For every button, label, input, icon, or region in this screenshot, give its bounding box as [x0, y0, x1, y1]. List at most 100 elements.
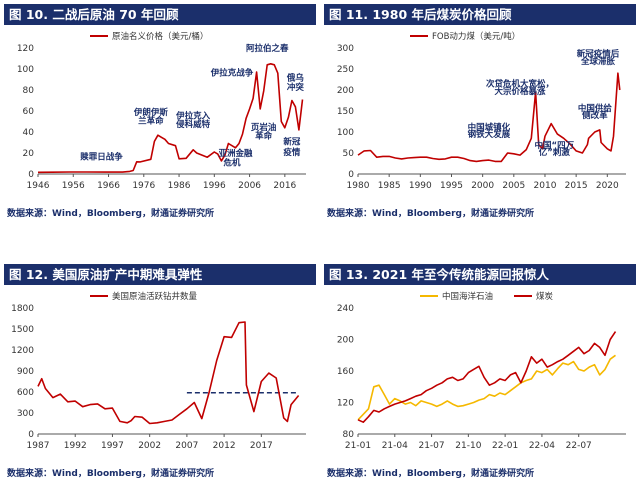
annotation-label: 兰革命: [138, 116, 164, 127]
y-tick-label: 0: [348, 170, 354, 180]
chart-fig10: 0 20 40 60 80 100 120 1946 1956 1966 1976 1986 1996 2…: [17, 31, 306, 191]
x-tick-label: 2000: [471, 181, 494, 191]
source-note: 数据来源：Wind，Bloomberg，财通证券研究所: [327, 469, 534, 479]
y-tick-label: 200: [337, 336, 354, 346]
x-tick-label: 2005: [502, 181, 525, 191]
annotation-label: 新冠疫情后: [577, 48, 620, 59]
x-tick-label: 2020: [596, 181, 619, 191]
chart-title: 图 13. 2021 年至今传统能源回报惊人: [324, 264, 636, 285]
x-tick-label: 2006: [238, 181, 261, 191]
x-tick-label: 1976: [132, 181, 155, 191]
y-tick-label: 160: [337, 367, 354, 377]
annotation-label: 全球滞胀: [580, 56, 616, 67]
y-tick-label: 0: [28, 430, 34, 440]
y-tick-label: 1500: [11, 325, 34, 335]
y-tick-label: 300: [337, 44, 354, 54]
x-tick-label: 2007: [175, 441, 198, 451]
legend-label: 中国海洋石油: [442, 291, 493, 302]
x-tick-label: 2015: [565, 181, 588, 191]
x-tick-label: 1946: [27, 181, 50, 191]
annotation-label: 大宗价格暴涨: [495, 86, 547, 97]
x-tick-label: 2017: [250, 441, 273, 451]
annotation-label: 疫情: [283, 147, 301, 158]
x-tick-label: 2012: [213, 441, 236, 451]
y-tick-label: 150: [337, 107, 354, 117]
annotation-label: 冲突: [287, 82, 305, 93]
y-tick-label: 20: [23, 149, 35, 159]
y-tick-label: 900: [17, 367, 34, 377]
series-line: [357, 354, 616, 421]
y-tick-label: 300: [17, 409, 34, 419]
series-line: [357, 72, 621, 163]
annotation-label: 新冠: [283, 137, 301, 148]
annotation-label: 伊拉克战争: [210, 67, 254, 78]
annotation-label: 侵科威特: [175, 119, 211, 130]
annotation-label: 俄乌: [286, 73, 304, 84]
x-tick-label: 1986: [168, 181, 191, 191]
annotation-label: 中国“四万: [535, 140, 575, 151]
annotation-label: 中国供给: [578, 103, 613, 114]
y-tick-label: 40: [23, 128, 35, 138]
chart-fig12: 0 300 600 900 1200 1500 1800 1987 1992 1997 2002 20…: [11, 291, 306, 451]
x-tick-label: 1990: [409, 181, 432, 191]
chart-title: 图 11. 1980 年后煤炭价格回顾: [324, 4, 636, 25]
annotation-label: 亿”刺激: [539, 147, 571, 158]
y-tick-label: 120: [17, 44, 34, 54]
annotation-label: 中国城镇化: [468, 122, 511, 133]
series-line: [357, 331, 617, 423]
x-tick-label: 2010: [534, 181, 557, 191]
chart-fig13: 80 120 160 200 240 21-01 21-04 21-07 21-10 22-01 2…: [337, 291, 626, 451]
y-tick-label: 1800: [11, 304, 34, 314]
x-tick-label: 21-01: [345, 441, 371, 451]
y-tick-label: 80: [23, 86, 35, 96]
y-tick-label: 100: [17, 65, 34, 75]
series-line: [37, 62, 304, 174]
y-tick-label: 250: [337, 65, 354, 75]
annotation-label: 页岩油: [251, 122, 277, 133]
y-tick-label: 60: [23, 107, 35, 117]
annotation-label: 钢铁大发展: [468, 129, 511, 140]
annotation-label: 侧改革: [581, 110, 608, 121]
y-tick-label: 1200: [11, 346, 34, 356]
legend-label: 煤炭: [536, 291, 554, 302]
y-tick-label: 120: [337, 399, 354, 409]
source-note: 数据来源：Wind，Bloomberg，财通证券研究所: [327, 209, 534, 219]
x-tick-label: 1997: [101, 441, 124, 451]
annotation-label: 伊拉克入: [175, 110, 211, 121]
x-tick-label: 1985: [378, 181, 401, 191]
source-note: 数据来源：Wind，Bloomberg，财通证券研究所: [7, 469, 214, 479]
y-tick-label: 240: [337, 304, 354, 314]
legend-label: 原油名义价格（美元/桶）: [112, 31, 208, 42]
annotation-label: 革命: [255, 130, 273, 141]
y-tick-label: 200: [337, 86, 354, 96]
x-tick-label: 1956: [62, 181, 85, 191]
annotation-label: 危机: [222, 158, 241, 169]
annotation-label: 亚洲金融: [218, 148, 253, 159]
annotation-label: 赎罪日战争: [80, 151, 123, 162]
chart-fig11: 0 50 100 150 200 250 300 1980 1985 1990 1995 2000 20…: [337, 31, 626, 191]
annotation-label: 伊朗伊斯: [133, 107, 169, 118]
series-line: [37, 321, 300, 425]
x-tick-label: 22-04: [529, 441, 555, 451]
x-tick-label: 1966: [97, 181, 120, 191]
x-tick-label: 1995: [440, 181, 463, 191]
annotation-label: 次贷危机大宽松，: [486, 79, 554, 90]
x-tick-label: 1992: [64, 441, 87, 451]
legend-label: FOB动力煤（美元/吨）: [432, 31, 520, 42]
x-tick-label: 2016: [273, 181, 296, 191]
y-tick-label: 80: [343, 430, 355, 440]
source-note: 数据来源：Wind，Bloomberg，财通证券研究所: [7, 209, 214, 219]
chart-title: 图 10. 二战后原油 70 年回顾: [4, 4, 316, 25]
x-tick-label: 22-01: [492, 441, 518, 451]
y-tick-label: 100: [337, 128, 354, 138]
x-tick-label: 1980: [347, 181, 370, 191]
x-tick-label: 21-10: [455, 441, 481, 451]
y-tick-label: 600: [17, 388, 34, 398]
chart-title: 图 12. 美国原油扩产中期难具弹性: [4, 264, 316, 285]
x-tick-label: 22-07: [566, 441, 592, 451]
legend-label: 美国原油活跃钻井数量: [112, 291, 198, 302]
annotation-label: 阿拉伯之春: [246, 43, 289, 54]
x-tick-label: 21-04: [382, 441, 408, 451]
y-tick-label: 50: [343, 149, 355, 159]
x-tick-label: 21-07: [418, 441, 444, 451]
